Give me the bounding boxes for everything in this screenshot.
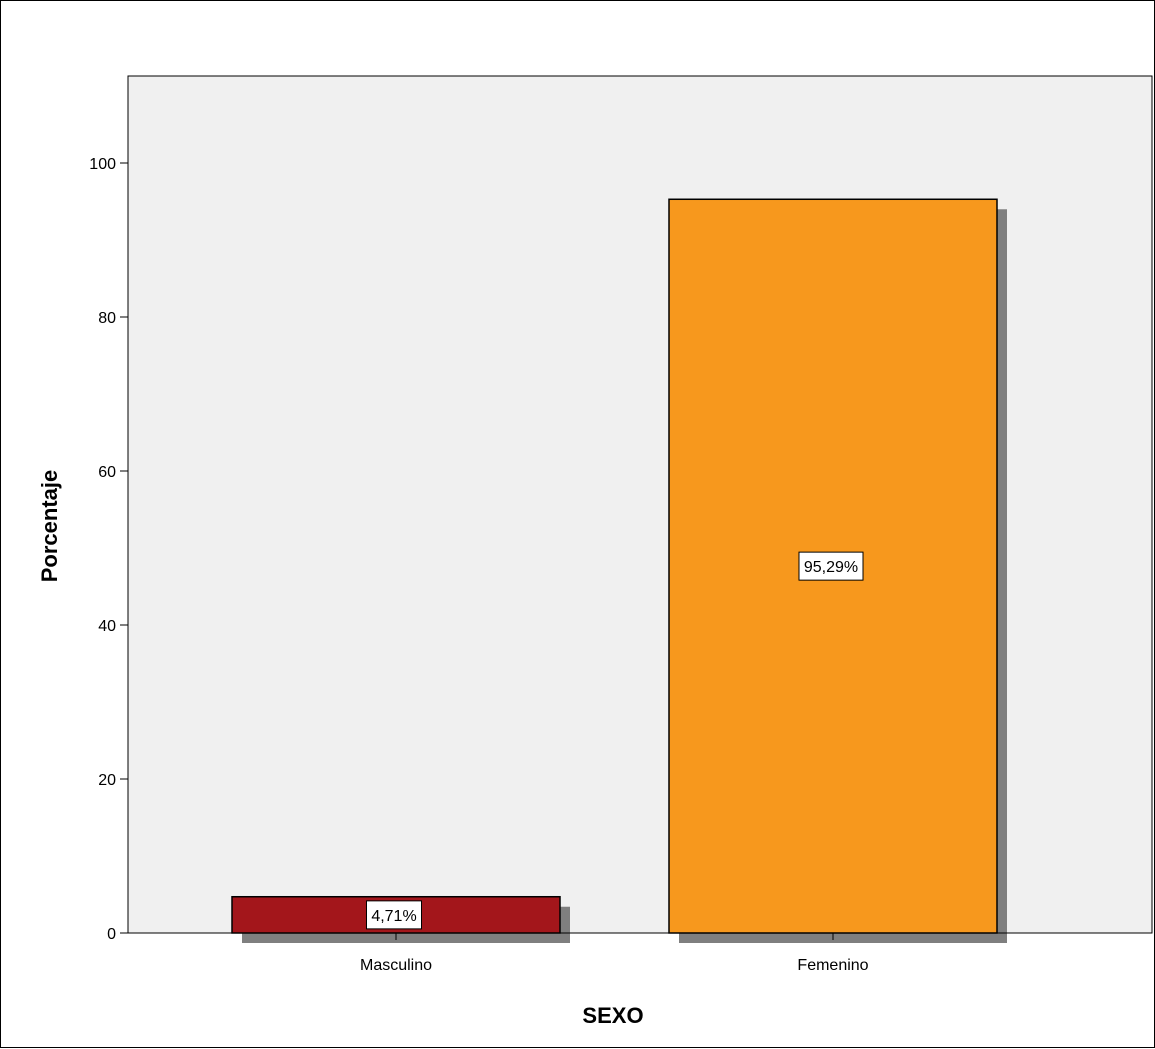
- y-axis: 0 20 40 60 80 100: [89, 76, 129, 943]
- data-label: 95,29%: [804, 559, 858, 576]
- x-tick-label: Femenino: [797, 957, 868, 974]
- y-tick-label: 100: [89, 156, 116, 173]
- y-tick-label: 40: [98, 618, 116, 635]
- y-tick-label: 0: [107, 926, 116, 943]
- data-label-box: [366, 900, 422, 930]
- x-axis: Masculino Femenino: [128, 932, 1152, 974]
- y-tick-label: 20: [98, 772, 116, 789]
- y-tick-label: 60: [98, 464, 116, 481]
- y-tick-label: 80: [98, 310, 116, 327]
- x-tick-label: Masculino: [360, 957, 432, 974]
- data-label-box: [798, 551, 864, 581]
- y-axis-title: Porcentaje: [37, 470, 62, 583]
- data-label: 4,71%: [371, 908, 416, 925]
- x-axis-title: SEXO: [582, 1003, 643, 1028]
- data-labels: 4,71% 95,29%: [366, 551, 864, 930]
